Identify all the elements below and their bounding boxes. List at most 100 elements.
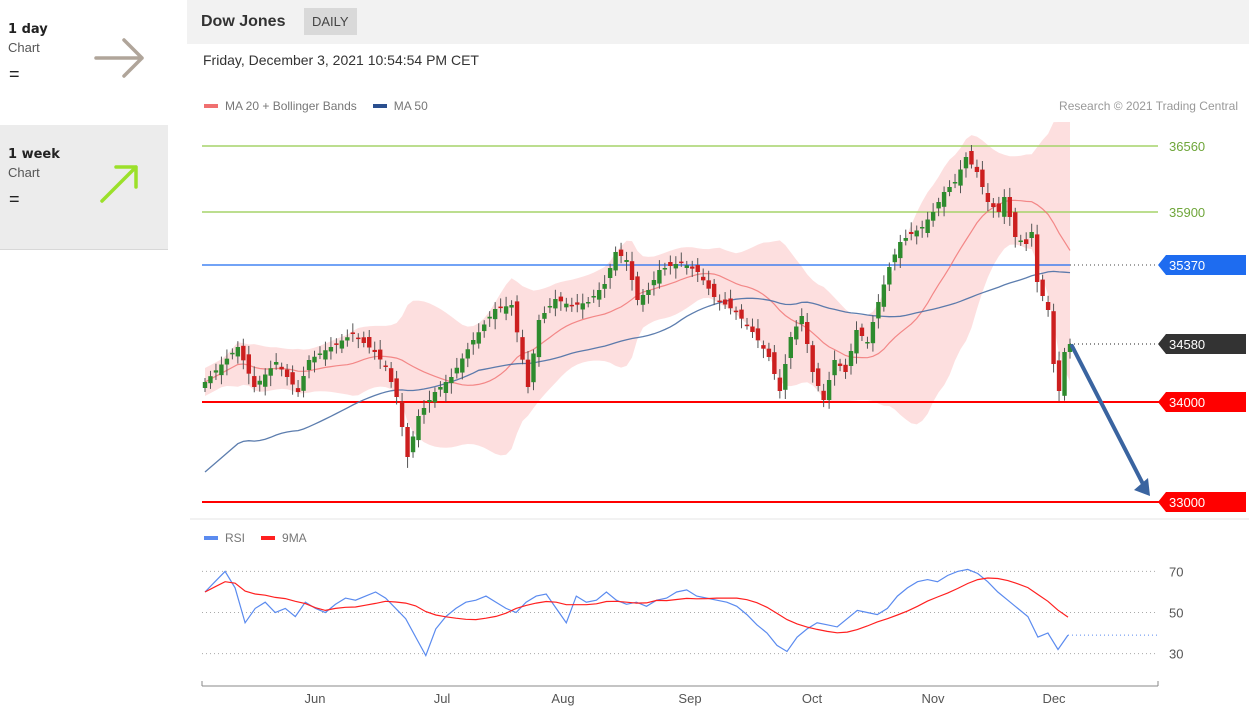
bullish-candle xyxy=(657,270,662,284)
current-level-tag xyxy=(1158,334,1246,354)
bearish-candle xyxy=(388,368,394,382)
chart-title: Dow Jones xyxy=(201,13,286,30)
forecast-arrow-shaft xyxy=(1070,344,1146,488)
bullish-candle xyxy=(865,342,870,344)
bullish-candle xyxy=(542,313,547,319)
bullish-candle xyxy=(509,305,514,308)
bearish-candle xyxy=(969,151,974,165)
bearish-candle xyxy=(728,298,733,309)
bearish-candle xyxy=(985,193,991,202)
bearish-candle xyxy=(1040,279,1045,296)
bearish-candle xyxy=(372,349,377,352)
bearish-candle xyxy=(772,352,777,374)
bearish-candle xyxy=(241,345,246,361)
bullish-candle xyxy=(854,330,859,354)
ma9-legend-swatch xyxy=(261,536,276,540)
bullish-candle xyxy=(870,322,876,344)
bullish-candle xyxy=(591,296,596,298)
bullish-candle xyxy=(936,202,941,209)
ma20-legend-swatch xyxy=(204,104,218,108)
bearish-candle xyxy=(733,310,739,313)
bullish-candle xyxy=(1067,344,1073,352)
bullish-candle xyxy=(1002,197,1007,217)
bearish-candle xyxy=(618,249,624,256)
rsi-tick-label: 70 xyxy=(1169,564,1183,579)
bullish-candle xyxy=(613,252,618,271)
bullish-candle xyxy=(449,377,454,384)
bearish-candle xyxy=(279,366,284,370)
bullish-candle xyxy=(438,387,443,390)
bullish-candle xyxy=(454,367,460,374)
bullish-candle xyxy=(492,309,498,320)
bullish-candle xyxy=(799,316,804,325)
bearish-candle xyxy=(706,280,711,289)
bearish-candle xyxy=(750,326,755,332)
rsi-9ma-line xyxy=(204,577,1069,634)
bullish-candle xyxy=(607,268,613,278)
bearish-candle xyxy=(405,427,410,457)
bullish-candle xyxy=(930,212,936,221)
bearish-candle xyxy=(761,345,766,349)
bullish-candle xyxy=(432,392,438,403)
bullish-candle xyxy=(832,360,837,376)
bullish-candle xyxy=(788,337,793,358)
bullish-candle xyxy=(235,347,241,357)
bullish-candle xyxy=(580,303,585,310)
bullish-candle xyxy=(963,157,969,169)
timeframe-badge[interactable]: DAILY xyxy=(304,8,357,35)
timestamp: Friday, December 3, 2021 10:54:54 PM CET xyxy=(203,52,479,68)
sidebar-item-1-week[interactable]: 1 week Chart = xyxy=(0,125,168,250)
bullish-candle xyxy=(503,306,509,314)
rsi-legend: RSI 9MA xyxy=(204,531,307,545)
bullish-candle xyxy=(323,350,328,360)
sidebar-item-trend-sign: = xyxy=(9,64,20,84)
bullish-candle xyxy=(925,219,930,233)
bullish-candle xyxy=(213,370,219,373)
bullish-candle xyxy=(673,264,679,269)
bearish-candle xyxy=(295,388,301,392)
bearish-candle xyxy=(629,261,635,280)
bullish-candle xyxy=(1029,232,1034,238)
bearish-candle xyxy=(377,349,383,360)
bullish-candle xyxy=(586,302,591,304)
bullish-candle xyxy=(941,192,947,207)
x-tick-label: Jun xyxy=(305,691,326,706)
rsi-tick-label: 30 xyxy=(1169,647,1183,662)
bullish-candle xyxy=(1062,352,1067,396)
sidebar-item-label: Chart xyxy=(8,40,40,55)
rsi-line xyxy=(204,568,1069,658)
bullish-candle xyxy=(794,326,799,340)
bearish-candle xyxy=(394,378,399,397)
bearish-candle xyxy=(520,337,525,360)
bearish-candle xyxy=(252,376,257,387)
sidebar-item-period: 1 week xyxy=(8,147,60,162)
bearish-candle xyxy=(1013,212,1018,237)
up-right-arrow-icon xyxy=(100,165,138,203)
bullish-candle xyxy=(892,254,898,263)
bearish-candle xyxy=(837,363,843,366)
candles xyxy=(202,145,1073,468)
bullish-candle xyxy=(947,187,952,192)
bullish-candle xyxy=(421,408,427,415)
bearish-candle xyxy=(361,337,366,343)
bearish-candle xyxy=(695,265,700,272)
bearish-candle xyxy=(514,301,520,333)
support-level-tag xyxy=(1158,492,1246,512)
bearish-candle xyxy=(722,299,728,305)
forecast-arrow-head xyxy=(1134,478,1150,496)
bullish-candle xyxy=(531,353,536,383)
support-level-label: 34000 xyxy=(1169,395,1205,410)
bullish-candle xyxy=(317,353,323,355)
bearish-candle xyxy=(525,359,531,387)
sidebar-item-trend-sign: = xyxy=(9,189,20,209)
sidebar-item-period: 1 day xyxy=(8,22,48,37)
sidebar-item-1-day[interactable]: 1 day Chart = xyxy=(0,0,168,125)
ma50-level-label: 35370 xyxy=(1169,258,1205,273)
resistance-level-label: 36560 xyxy=(1169,139,1205,154)
bullish-candle xyxy=(646,290,651,295)
bearish-candle xyxy=(1024,239,1029,244)
bullish-candle xyxy=(564,303,569,308)
bullish-candle xyxy=(208,376,213,384)
ma50-line xyxy=(204,270,1071,473)
bullish-candle xyxy=(224,358,230,365)
